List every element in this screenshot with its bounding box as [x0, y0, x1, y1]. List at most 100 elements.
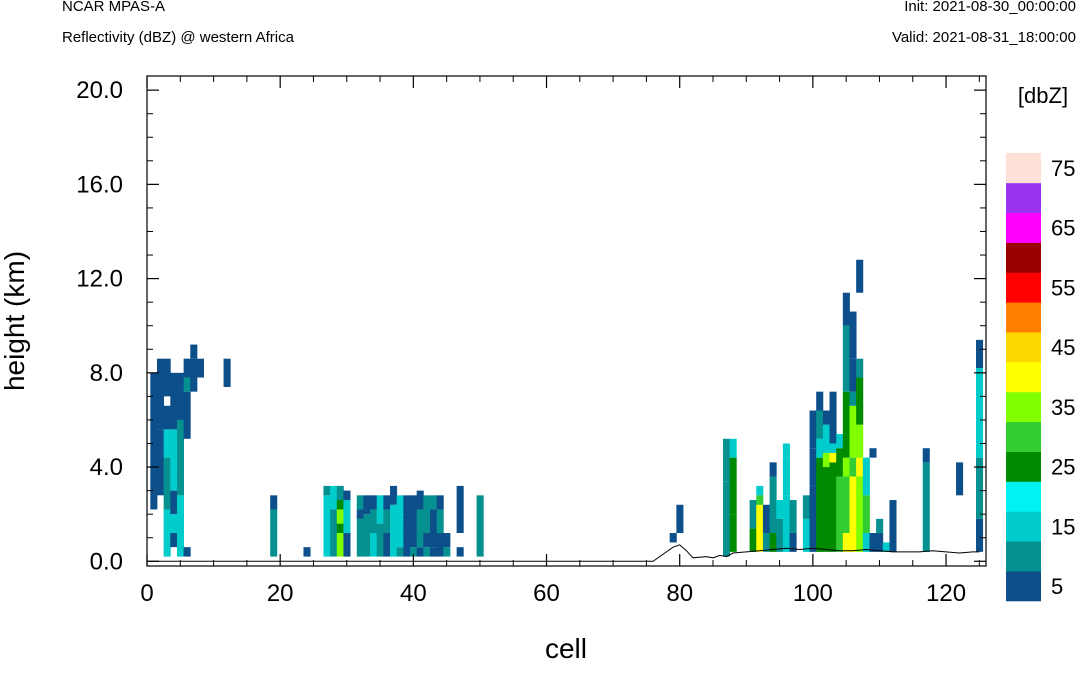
reflectivity-cell — [729, 438, 737, 458]
reflectivity-cell — [390, 504, 398, 534]
reflectivity-cell — [170, 514, 178, 534]
reflectivity-cell — [842, 391, 850, 458]
reflectivity-cell — [429, 509, 438, 548]
x-tick-label: 100 — [793, 580, 833, 607]
reflectivity-cell — [176, 495, 185, 534]
reflectivity-cell — [163, 429, 171, 458]
reflectivity-cell — [802, 518, 810, 552]
reflectivity-cell — [789, 500, 797, 534]
valid-time-label: Valid: 2021-08-31_18:00:00 — [891, 29, 1076, 46]
reflectivity-cell — [856, 259, 864, 293]
reflectivity-cell — [849, 476, 857, 552]
reflectivity-cell — [396, 547, 404, 557]
colorbar-swatch — [1006, 332, 1041, 363]
x-tick-label: 120 — [926, 580, 966, 607]
reflectivity-cell — [862, 533, 870, 552]
reflectivity-cell — [976, 368, 984, 458]
reflectivity-cell — [336, 500, 344, 510]
colorbar-swatch — [1006, 391, 1041, 423]
colorbar-swatch — [1006, 153, 1041, 184]
reflectivity-cell — [176, 372, 185, 420]
init-time-label: Init: 2021-08-30_00:00:00 — [904, 0, 1076, 15]
reflectivity-cell — [176, 419, 185, 477]
reflectivity-cell — [176, 533, 185, 557]
colorbar-swatch — [1006, 511, 1041, 542]
colorbar-swatch — [1006, 481, 1041, 512]
colorbar-swatch — [1006, 421, 1041, 452]
reflectivity-cell — [849, 391, 857, 406]
reflectivity-cell — [769, 476, 777, 534]
reflectivity-cell — [756, 495, 764, 505]
reflectivity-cell — [156, 452, 165, 496]
reflectivity-cell — [802, 495, 810, 519]
reflectivity-cell — [190, 344, 198, 359]
reflectivity-cell — [862, 457, 870, 496]
reflectivity-cell — [782, 495, 790, 552]
reflectivity-cell — [836, 448, 844, 468]
reflectivity-cell — [476, 495, 484, 557]
reflectivity-cell — [842, 457, 850, 477]
reflectivity-cell — [782, 443, 790, 458]
reflectivity-cell — [163, 509, 171, 557]
reflectivity-cell — [170, 476, 178, 491]
reflectivity-cell — [423, 547, 431, 557]
reflectivity-cell — [336, 533, 344, 557]
y-axis-label: height (km) — [0, 251, 30, 391]
reflectivity-cell — [170, 490, 178, 515]
reflectivity-cell — [416, 547, 424, 557]
x-axis: 0 20 40 60 80 100 120 — [140, 76, 966, 607]
reflectivity-cell — [330, 509, 338, 557]
reflectivity-cell — [436, 533, 444, 557]
reflectivity-cell — [976, 339, 984, 369]
reflectivity-cell — [390, 533, 398, 557]
reflectivity-cell — [836, 476, 844, 552]
reflectivity-cell — [363, 495, 371, 515]
reflectivity-cell — [323, 495, 331, 557]
colorbar-label: 45 — [1051, 335, 1075, 360]
reflectivity-cell — [303, 547, 311, 557]
reflectivity-cell — [150, 500, 158, 510]
reflectivity-cell — [410, 547, 418, 557]
reflectivity-cell — [889, 500, 897, 552]
reflectivity-cell — [809, 485, 817, 552]
reflectivity-cell — [876, 533, 884, 552]
reflectivity-cell — [176, 476, 185, 496]
reflectivity-cell — [436, 509, 444, 534]
reflectivity-cell — [856, 358, 864, 378]
colorbar-swatch — [1006, 302, 1041, 333]
reflectivity-cell — [156, 358, 165, 430]
plot-border — [146, 75, 987, 567]
reflectivity-cell — [150, 372, 158, 468]
colorbar-label: 25 — [1051, 455, 1075, 480]
reflectivity-cell — [170, 429, 178, 477]
colorbar-label: 15 — [1051, 514, 1075, 539]
reflectivity-cell — [822, 467, 830, 552]
reflectivity-cell — [383, 509, 391, 534]
reflectivity-cell — [822, 410, 830, 425]
reflectivity-cell — [722, 452, 731, 482]
x-tick-label: 60 — [533, 580, 560, 607]
y-tick-label: 12.0 — [76, 266, 123, 293]
reflectivity-cell — [456, 547, 464, 557]
reflectivity-cell — [163, 419, 171, 430]
reflectivity-cell — [410, 495, 418, 510]
reflectivity-cell — [849, 311, 857, 359]
reflectivity-cell — [336, 523, 344, 534]
reflectivity-cell — [809, 448, 817, 486]
reflectivity-cells — [150, 259, 984, 557]
reflectivity-cell — [376, 523, 384, 557]
x-tick-label: 20 — [267, 580, 294, 607]
reflectivity-cell — [922, 448, 930, 463]
reflectivity-cell — [749, 500, 757, 529]
colorbar-label: 35 — [1051, 395, 1075, 420]
reflectivity-cell — [183, 377, 191, 392]
reflectivity-cell — [816, 391, 824, 411]
reflectivity-cell — [722, 438, 731, 453]
reflectivity-cell — [363, 514, 371, 557]
reflectivity-cell — [383, 533, 391, 557]
reflectivity-cell — [396, 495, 404, 515]
reflectivity-cell — [270, 495, 278, 510]
reflectivity-cell — [729, 514, 737, 552]
reflectivity-cell — [776, 518, 784, 552]
reflectivity-cell — [370, 533, 378, 557]
